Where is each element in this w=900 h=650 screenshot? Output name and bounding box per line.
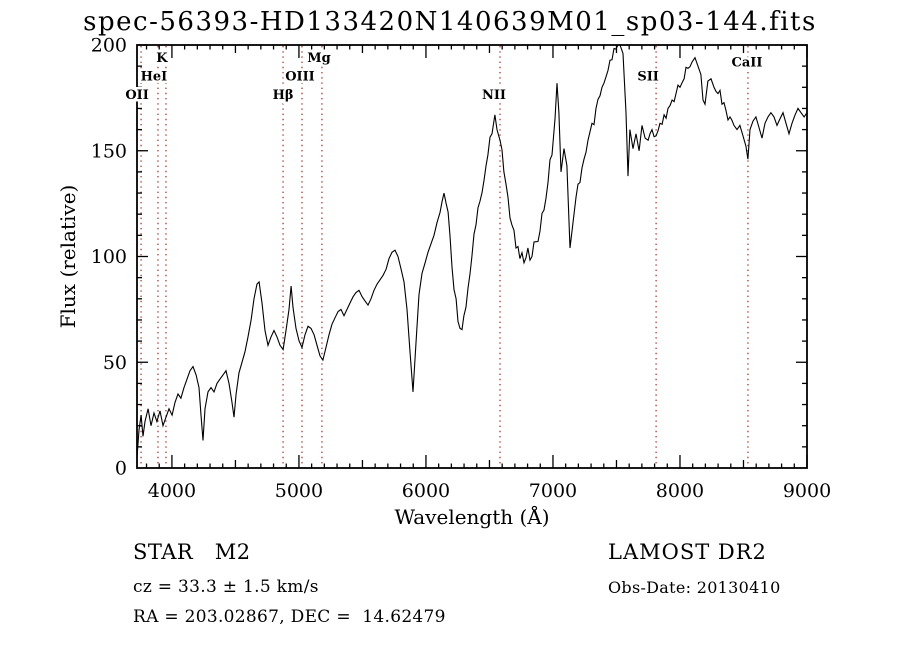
x-tick-label: 6000 (402, 480, 450, 502)
marker-label-NII: NII (482, 88, 506, 103)
marker-label-SII: SII (637, 70, 659, 85)
y-tick-label: 0 (115, 458, 127, 480)
x-tick-label: 8000 (656, 480, 704, 502)
marker-label-HeI: HeI (141, 70, 168, 85)
survey-label: LAMOST DR2 (608, 540, 767, 564)
obs-date: Obs-Date: 20130410 (608, 578, 781, 597)
x-axis-title: Wavelength (Å) (394, 504, 549, 529)
ra-dec-value: RA = 203.02867, DEC = 14.62479 (133, 607, 446, 627)
marker-label-OIII: OIII (285, 70, 315, 85)
object-class-label: STAR M2 (133, 540, 251, 564)
y-tick-label: 200 (91, 35, 127, 57)
marker-label-Mg: Mg (307, 51, 330, 66)
spectrum-curve (137, 45, 807, 458)
marker-label-CaII: CaII (731, 56, 762, 71)
x-tick-label: 9000 (783, 480, 831, 502)
x-tick-label: 5000 (275, 480, 323, 502)
x-tick-label: 7000 (529, 480, 577, 502)
marker-label-K: K (156, 51, 168, 66)
y-tick-label: 50 (103, 352, 127, 374)
y-tick-label: 100 (91, 246, 127, 268)
marker-label-Hβ: Hβ (273, 88, 294, 103)
y-axis-title: Flux (relative) (56, 185, 80, 329)
marker-label-OII: OII (125, 88, 149, 103)
cz-value: cz = 33.3 ± 1.5 km/s (133, 577, 319, 597)
x-tick-label: 4000 (148, 480, 196, 502)
page-title: spec-56393-HD133420N140639M01_sp03-144.f… (83, 7, 817, 37)
y-tick-label: 150 (91, 140, 127, 162)
